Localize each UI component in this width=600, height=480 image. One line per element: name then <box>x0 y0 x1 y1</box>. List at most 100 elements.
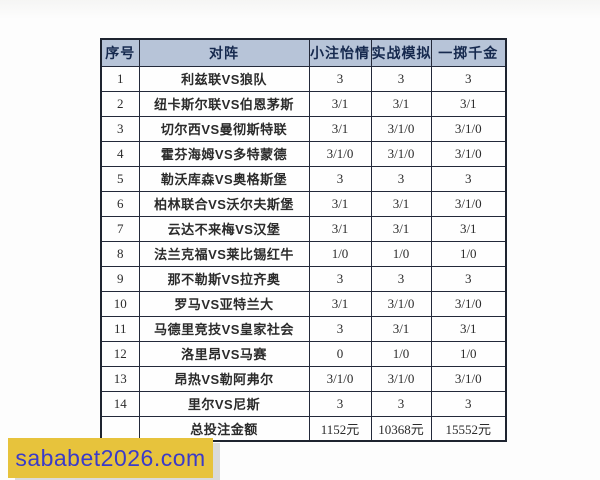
match-name: 云达不来梅VS汉堡 <box>138 215 310 242</box>
match-name: 切尔西VS曼彻斯特联 <box>138 115 310 142</box>
total-row: 总投注金额 1152元 10368元 15552元 <box>100 415 507 442</box>
table-row: 2 纽卡斯尔联VS伯恩茅斯 3/1 3/1 3/1 <box>100 90 507 117</box>
row-number: 6 <box>100 190 140 217</box>
bet-value: 3/1 <box>308 90 372 117</box>
row-number: 10 <box>100 290 140 317</box>
bet-value: 3/1 <box>430 315 507 342</box>
bet-value: 3/1/0 <box>430 115 507 142</box>
row-number: 9 <box>100 265 140 292</box>
bet-value: 3/1 <box>370 315 432 342</box>
header-simulation: 实战模拟 <box>370 38 432 67</box>
row-number: 12 <box>100 340 140 367</box>
table-row: 11 马德里竞技VS皇家社会 3 3/1 3/1 <box>100 315 507 342</box>
match-name: 罗马VS亚特兰大 <box>138 290 310 317</box>
match-name: 洛里昂VS马赛 <box>138 340 310 367</box>
bet-value: 3/1 <box>308 115 372 142</box>
match-name: 马德里竞技VS皇家社会 <box>138 315 310 342</box>
bet-value: 3/1/0 <box>370 115 432 142</box>
bet-value: 3/1 <box>308 215 372 242</box>
bet-value: 3 <box>370 390 432 417</box>
table-row: 6 柏林联合VS沃尔夫斯堡 3/1 3/1 3/1/0 <box>100 190 507 217</box>
bet-value: 3/1 <box>430 90 507 117</box>
betting-tips-table: 序号 对阵 小注怡情 实战模拟 一掷千金 1 利兹联VS狼队 3 3 3 2 纽卡斯尔联VS… <box>100 38 507 442</box>
bet-value: 3/1/0 <box>430 140 507 167</box>
row-number: 8 <box>100 240 140 267</box>
table-row: 8 法兰克福VS莱比锡红牛 1/0 1/0 1/0 <box>100 240 507 267</box>
row-number: 13 <box>100 365 140 392</box>
site-watermark-text: sababet2026.com <box>15 444 206 471</box>
bet-value: 3 <box>308 65 372 92</box>
bet-value: 3/1/0 <box>308 365 372 392</box>
table-row: 9 那不勒斯VS拉齐奥 3 3 3 <box>100 265 507 292</box>
bet-value: 3 <box>430 65 507 92</box>
bet-value: 3 <box>308 390 372 417</box>
row-number: 3 <box>100 115 140 142</box>
bet-value: 3 <box>430 165 507 192</box>
bet-value: 0 <box>308 340 372 367</box>
total-big-stake: 15552元 <box>430 415 507 442</box>
match-name: 勒沃库森VS奥格斯堡 <box>138 165 310 192</box>
row-number: 2 <box>100 90 140 117</box>
table-header-row: 序号 对阵 小注怡情 实战模拟 一掷千金 <box>100 38 507 67</box>
total-small-stake: 1152元 <box>308 415 372 442</box>
bet-value: 3 <box>308 315 372 342</box>
bet-value: 1/0 <box>370 340 432 367</box>
header-matchup: 对阵 <box>138 38 310 67</box>
match-name: 那不勒斯VS拉齐奥 <box>138 265 310 292</box>
table-row: 7 云达不来梅VS汉堡 3/1 3/1 3/1 <box>100 215 507 242</box>
match-name: 霍芬海姆VS多特蒙德 <box>138 140 310 167</box>
bet-value: 3/1 <box>308 290 372 317</box>
bet-value: 1/0 <box>430 240 507 267</box>
match-name: 里尔VS尼斯 <box>138 390 310 417</box>
row-number: 11 <box>100 315 140 342</box>
total-label: 总投注金额 <box>138 415 310 442</box>
row-number: 1 <box>100 65 140 92</box>
table-body: 1 利兹联VS狼队 3 3 3 2 纽卡斯尔联VS伯恩茅斯 3/1 3/1 3/1 3 切尔西VS曼彻… <box>100 65 507 417</box>
bet-value: 1/0 <box>308 240 372 267</box>
bet-value: 3/1 <box>308 190 372 217</box>
bet-value: 3 <box>370 265 432 292</box>
header-big-stake: 一掷千金 <box>430 38 507 67</box>
table-row: 4 霍芬海姆VS多特蒙德 3/1/0 3/1/0 3/1/0 <box>100 140 507 167</box>
row-number: 7 <box>100 215 140 242</box>
bet-value: 3/1/0 <box>308 140 372 167</box>
table-row: 3 切尔西VS曼彻斯特联 3/1 3/1/0 3/1/0 <box>100 115 507 142</box>
table-row: 1 利兹联VS狼队 3 3 3 <box>100 65 507 92</box>
bet-value: 3/1/0 <box>370 290 432 317</box>
match-name: 昂热VS勒阿弗尔 <box>138 365 310 392</box>
match-name: 法兰克福VS莱比锡红牛 <box>138 240 310 267</box>
bet-value: 3/1 <box>370 215 432 242</box>
match-name: 利兹联VS狼队 <box>138 65 310 92</box>
table-row: 10 罗马VS亚特兰大 3/1 3/1/0 3/1/0 <box>100 290 507 317</box>
row-number: 14 <box>100 390 140 417</box>
table-row: 13 昂热VS勒阿弗尔 3/1/0 3/1/0 3/1/0 <box>100 365 507 392</box>
bet-value: 3 <box>370 165 432 192</box>
table-row: 14 里尔VS尼斯 3 3 3 <box>100 390 507 417</box>
match-name: 柏林联合VS沃尔夫斯堡 <box>138 190 310 217</box>
bet-value: 3/1 <box>370 90 432 117</box>
bet-value: 1/0 <box>370 240 432 267</box>
bet-value: 3/1 <box>430 215 507 242</box>
bet-value: 3 <box>308 165 372 192</box>
match-name: 纽卡斯尔联VS伯恩茅斯 <box>138 90 310 117</box>
table-row: 5 勒沃库森VS奥格斯堡 3 3 3 <box>100 165 507 192</box>
header-index: 序号 <box>100 38 140 67</box>
bet-value: 3/1 <box>370 190 432 217</box>
row-number: 4 <box>100 140 140 167</box>
bet-value: 3 <box>430 390 507 417</box>
total-simulation: 10368元 <box>370 415 432 442</box>
bet-value: 3 <box>370 65 432 92</box>
bet-value: 3 <box>308 265 372 292</box>
bet-value: 3/1/0 <box>430 290 507 317</box>
header-small-stake: 小注怡情 <box>308 38 372 67</box>
table-row: 12 洛里昂VS马赛 0 1/0 1/0 <box>100 340 507 367</box>
bet-value: 3/1/0 <box>370 140 432 167</box>
bet-value: 1/0 <box>430 340 507 367</box>
bet-value: 3/1/0 <box>370 365 432 392</box>
row-number: 5 <box>100 165 140 192</box>
site-watermark-banner: sababet2026.com <box>8 438 213 478</box>
bet-value: 3 <box>430 265 507 292</box>
bet-value: 3/1/0 <box>430 365 507 392</box>
bet-value: 3/1/0 <box>430 190 507 217</box>
